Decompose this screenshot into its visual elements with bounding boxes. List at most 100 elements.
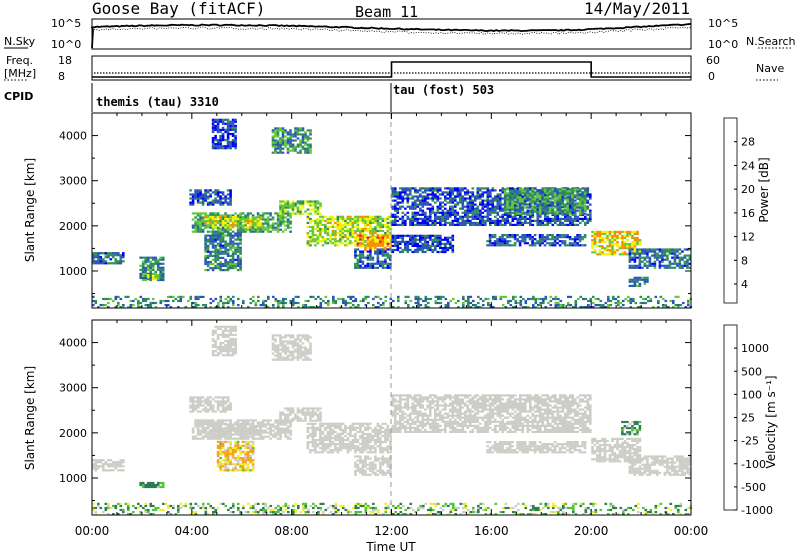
- echo-cell: [631, 234, 634, 238]
- echo-cell: [416, 197, 420, 200]
- echo-cell: [633, 232, 637, 236]
- echo-cell: [209, 236, 212, 239]
- echo-cell: [623, 253, 627, 256]
- echo-cell: [289, 206, 292, 209]
- echo-cell: [584, 306, 588, 309]
- echo-cell: [204, 246, 207, 249]
- echo-cell: [339, 223, 342, 226]
- echo-cell: [339, 306, 343, 309]
- echo-cell: [246, 220, 250, 223]
- echo-cell: [249, 301, 253, 305]
- echo-cell: [406, 189, 410, 192]
- echo-cell: [369, 232, 372, 235]
- echo-cell: [254, 226, 257, 229]
- echo-cell: [249, 212, 252, 215]
- echo-cell: [299, 139, 302, 142]
- echo-cell: [294, 147, 297, 150]
- echo-cell: [314, 244, 317, 247]
- echo-cell: [214, 230, 217, 233]
- echo-cell: [546, 236, 549, 239]
- echo-cell: [471, 203, 475, 206]
- echo-cell: [686, 248, 689, 251]
- echo-cell: [146, 260, 150, 263]
- echo-cell: [189, 410, 192, 413]
- echo-cell: [359, 260, 362, 263]
- echo-cell: [568, 242, 572, 245]
- echo-cell: [584, 201, 587, 204]
- echo-cell: [92, 463, 95, 466]
- echo-cell: [411, 217, 415, 220]
- echo-cell: [404, 295, 408, 298]
- echo-cell: [573, 212, 577, 215]
- echo-cell: [321, 238, 325, 241]
- echo-cell: [316, 238, 320, 241]
- echo-cell: [324, 227, 327, 231]
- echo-cell: [496, 213, 500, 216]
- echo-cell: [508, 210, 512, 213]
- echo-cell: [199, 398, 202, 401]
- echo-cell: [196, 214, 200, 217]
- echo-cell: [369, 264, 372, 267]
- echo-cell: [306, 145, 310, 148]
- echo-cell: [676, 262, 679, 265]
- echo-cell: [221, 264, 225, 268]
- echo-cell: [249, 226, 252, 229]
- echo-cell: [196, 195, 200, 198]
- echo-cell: [254, 218, 257, 221]
- echo-cell: [449, 223, 452, 226]
- echo-cell: [657, 299, 660, 303]
- echo-cell: [626, 232, 629, 236]
- echo-cell: [289, 139, 292, 142]
- echo-cell: [286, 222, 290, 225]
- echo-cell: [381, 219, 385, 222]
- y-tick-label: 3000: [59, 175, 87, 188]
- echo-cell: [356, 234, 360, 237]
- echo-cell: [306, 217, 310, 220]
- echo-cell: [539, 301, 543, 305]
- echo-cell: [114, 465, 118, 468]
- echo-cell: [658, 264, 662, 267]
- echo-cell: [239, 212, 242, 215]
- echo-cell: [469, 223, 472, 226]
- echo-cell: [361, 242, 365, 245]
- echo-cell: [598, 232, 602, 236]
- echo-cell: [613, 253, 617, 256]
- echo-cell: [389, 242, 392, 245]
- echo-cell: [204, 214, 207, 217]
- echo-cell: [603, 241, 607, 244]
- echo-cell: [526, 234, 529, 237]
- echo-cell: [678, 260, 682, 263]
- echo-cell: [209, 421, 212, 424]
- echo-cell: [431, 189, 435, 192]
- echo-cell: [216, 130, 220, 134]
- echo-cell: [326, 238, 330, 241]
- echo-cell: [274, 419, 277, 422]
- echo-cell: [209, 262, 212, 266]
- echo-cell: [401, 205, 405, 208]
- echo-cell: [362, 299, 365, 303]
- echo-cell: [146, 264, 150, 267]
- echo-cell: [401, 223, 405, 226]
- echo-cell: [546, 221, 550, 224]
- echo-cell: [151, 264, 155, 267]
- echo-cell: [364, 221, 367, 224]
- echo-cell: [304, 135, 307, 138]
- echo-cell: [214, 297, 218, 301]
- echo-cell: [431, 199, 435, 202]
- echo-cell: [546, 199, 550, 202]
- echo-cell: [427, 297, 430, 301]
- echo-cell: [372, 304, 375, 307]
- echo-cell: [221, 406, 225, 409]
- echo-cell: [506, 196, 509, 199]
- echo-cell: [573, 240, 577, 243]
- echo-cell: [631, 284, 634, 287]
- echo-cell: [224, 147, 227, 150]
- echo-cell: [369, 254, 372, 257]
- echo-cell: [637, 306, 640, 309]
- echo-cell: [332, 301, 335, 305]
- echo-cell: [219, 224, 222, 227]
- echo-cell: [532, 297, 535, 301]
- echo-cell: [444, 191, 447, 194]
- echo-cell: [194, 421, 197, 424]
- echo-cell: [92, 258, 95, 261]
